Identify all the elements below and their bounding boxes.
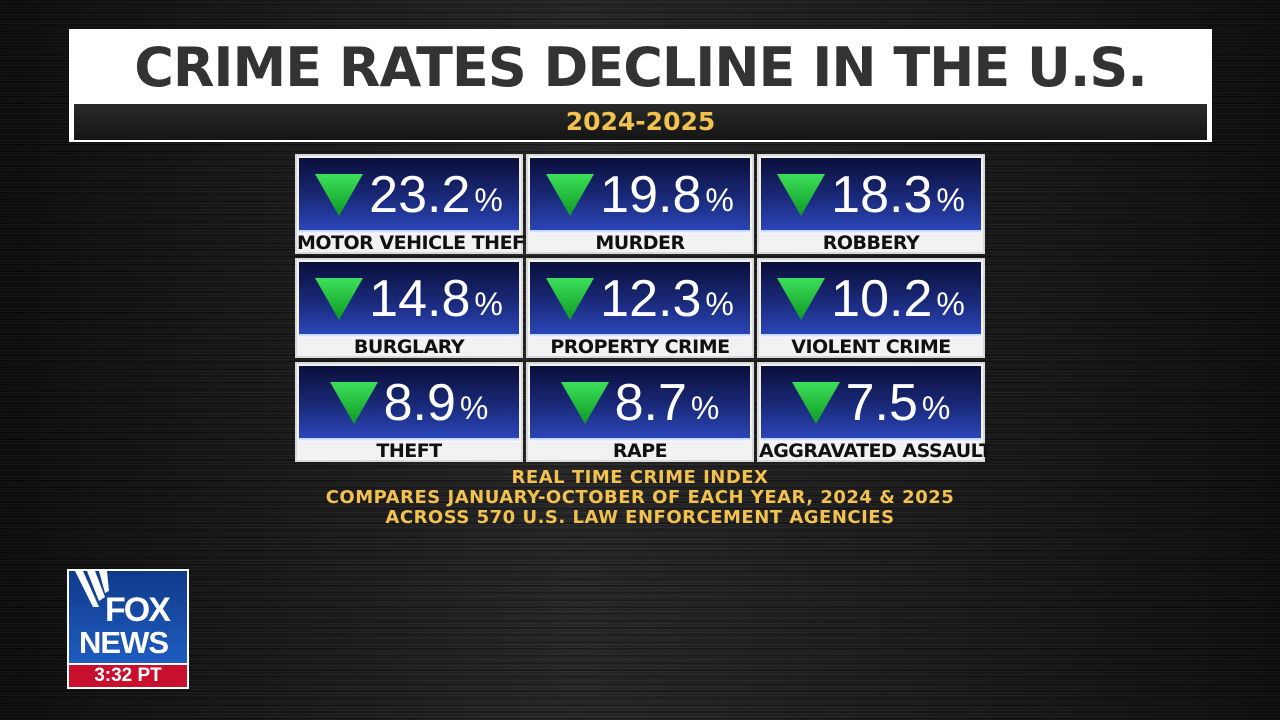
stat-card-panel: 19.8%: [530, 158, 750, 230]
source-line-2: COMPARES JANUARY-OCTOBER OF EACH YEAR, 2…: [325, 487, 955, 508]
headline-banner: CRIME RATES DECLINE IN THE U.S. 2024-202…: [69, 29, 1212, 142]
fox-news-logo: FOX NEWS 3:32 PT: [67, 569, 189, 689]
stat-card-panel: 14.8%: [299, 262, 519, 334]
stat-value-row: 12.3%: [530, 270, 750, 328]
stat-value-row: 23.2%: [299, 166, 519, 224]
stat-value-row: 8.7%: [530, 374, 750, 432]
stat-card: 19.8% MURDER: [526, 154, 754, 254]
stat-label: RAPE: [612, 440, 668, 462]
logo-blue-panel: FOX NEWS: [69, 571, 187, 663]
stat-label: AGGRAVATED ASSAULT: [759, 440, 992, 462]
stat-value: 7.5: [845, 374, 918, 432]
down-arrow-icon: [546, 174, 595, 216]
stat-unit: %: [936, 181, 965, 218]
stat-label: ROBBERY: [822, 232, 920, 254]
down-arrow-icon: [546, 278, 595, 320]
stat-unit: %: [459, 389, 489, 426]
down-arrow-icon: [560, 382, 609, 424]
stat-value-row: 19.8%: [530, 166, 750, 224]
stat-value-row: 7.5%: [761, 374, 981, 432]
down-arrow-icon: [315, 278, 364, 320]
stat-label: BURGLARY: [353, 336, 465, 358]
stat-unit: %: [690, 389, 720, 426]
stat-label: THEFT: [376, 440, 442, 462]
source-line-3: ACROSS 570 U.S. LAW ENFORCEMENT AGENCIES: [385, 507, 895, 528]
stat-value: 23.2: [369, 166, 471, 224]
source-line-1: REAL TIME CRIME INDEX: [511, 467, 769, 488]
down-arrow-icon: [777, 174, 826, 216]
stat-value: 8.7: [614, 374, 687, 432]
stat-label: PROPERTY CRIME: [550, 336, 730, 358]
stat-value: 12.3: [600, 270, 702, 328]
stat-value: 8.9: [383, 374, 456, 432]
headline-subbar: 2024-2025: [74, 104, 1207, 140]
stat-card-highlight: [761, 438, 981, 442]
stat-card: 12.3% PROPERTY CRIME: [526, 258, 754, 358]
stat-card-panel: 18.3%: [761, 158, 981, 230]
stat-unit: %: [705, 181, 734, 218]
stat-value: 19.8: [600, 166, 702, 224]
stat-card-panel: 23.2%: [299, 158, 519, 230]
stat-unit: %: [936, 285, 965, 322]
stat-card: 23.2% MOTOR VEHICLE THEFT: [295, 154, 538, 254]
stat-unit: %: [474, 285, 503, 322]
down-arrow-icon: [777, 278, 826, 320]
stat-value-row: 8.9%: [299, 374, 519, 432]
stat-card-highlight: [761, 334, 981, 338]
stat-value: 18.3: [831, 166, 933, 224]
down-arrow-icon: [791, 382, 840, 424]
stat-value: 10.2: [831, 270, 933, 328]
stat-value-row: 10.2%: [761, 270, 981, 328]
stat-card: 8.9% THEFT: [295, 362, 523, 462]
stat-card: 7.5% AGGRAVATED ASSAULT: [757, 362, 992, 462]
logo-timestamp: 3:32 PT: [69, 665, 187, 687]
stat-value: 14.8: [369, 270, 471, 328]
stat-value-row: 14.8%: [299, 270, 519, 328]
stat-unit: %: [705, 285, 734, 322]
down-arrow-icon: [329, 382, 378, 424]
stat-card-panel: 8.9%: [299, 366, 519, 438]
headline-years: 2024-2025: [565, 107, 716, 136]
down-arrow-icon: [315, 174, 364, 216]
stat-card-panel: 7.5%: [761, 366, 981, 438]
stat-card: 8.7% RAPE: [526, 362, 754, 462]
stat-card-highlight: [299, 438, 519, 442]
stat-card-highlight: [530, 334, 750, 338]
stat-card-highlight: [530, 230, 750, 234]
logo-fox-text: FOX: [105, 591, 171, 629]
stat-card: 10.2% VIOLENT CRIME: [757, 258, 985, 358]
stat-card-highlight: [530, 438, 750, 442]
stat-card-panel: 12.3%: [530, 262, 750, 334]
headline-title: CRIME RATES DECLINE IN THE U.S.: [134, 36, 1148, 99]
stat-label: VIOLENT CRIME: [791, 336, 951, 358]
logo-rays-icon: [75, 571, 109, 607]
stat-unit: %: [474, 181, 503, 218]
source-note: REAL TIME CRIME INDEX COMPARES JANUARY-O…: [240, 468, 1040, 528]
stat-card: 18.3% ROBBERY: [757, 154, 985, 254]
stat-value-row: 18.3%: [761, 166, 981, 224]
stat-card: 14.8% BURGLARY: [295, 258, 523, 358]
stat-card-panel: 8.7%: [530, 366, 750, 438]
stat-label: MOTOR VEHICLE THEFT: [297, 232, 538, 254]
logo-news-text: NEWS: [79, 625, 169, 660]
stat-label: MURDER: [595, 232, 685, 254]
stat-card-highlight: [761, 230, 981, 234]
stat-card-highlight: [299, 230, 519, 234]
stat-card-highlight: [299, 334, 519, 338]
stat-unit: %: [921, 389, 951, 426]
stat-card-panel: 10.2%: [761, 262, 981, 334]
